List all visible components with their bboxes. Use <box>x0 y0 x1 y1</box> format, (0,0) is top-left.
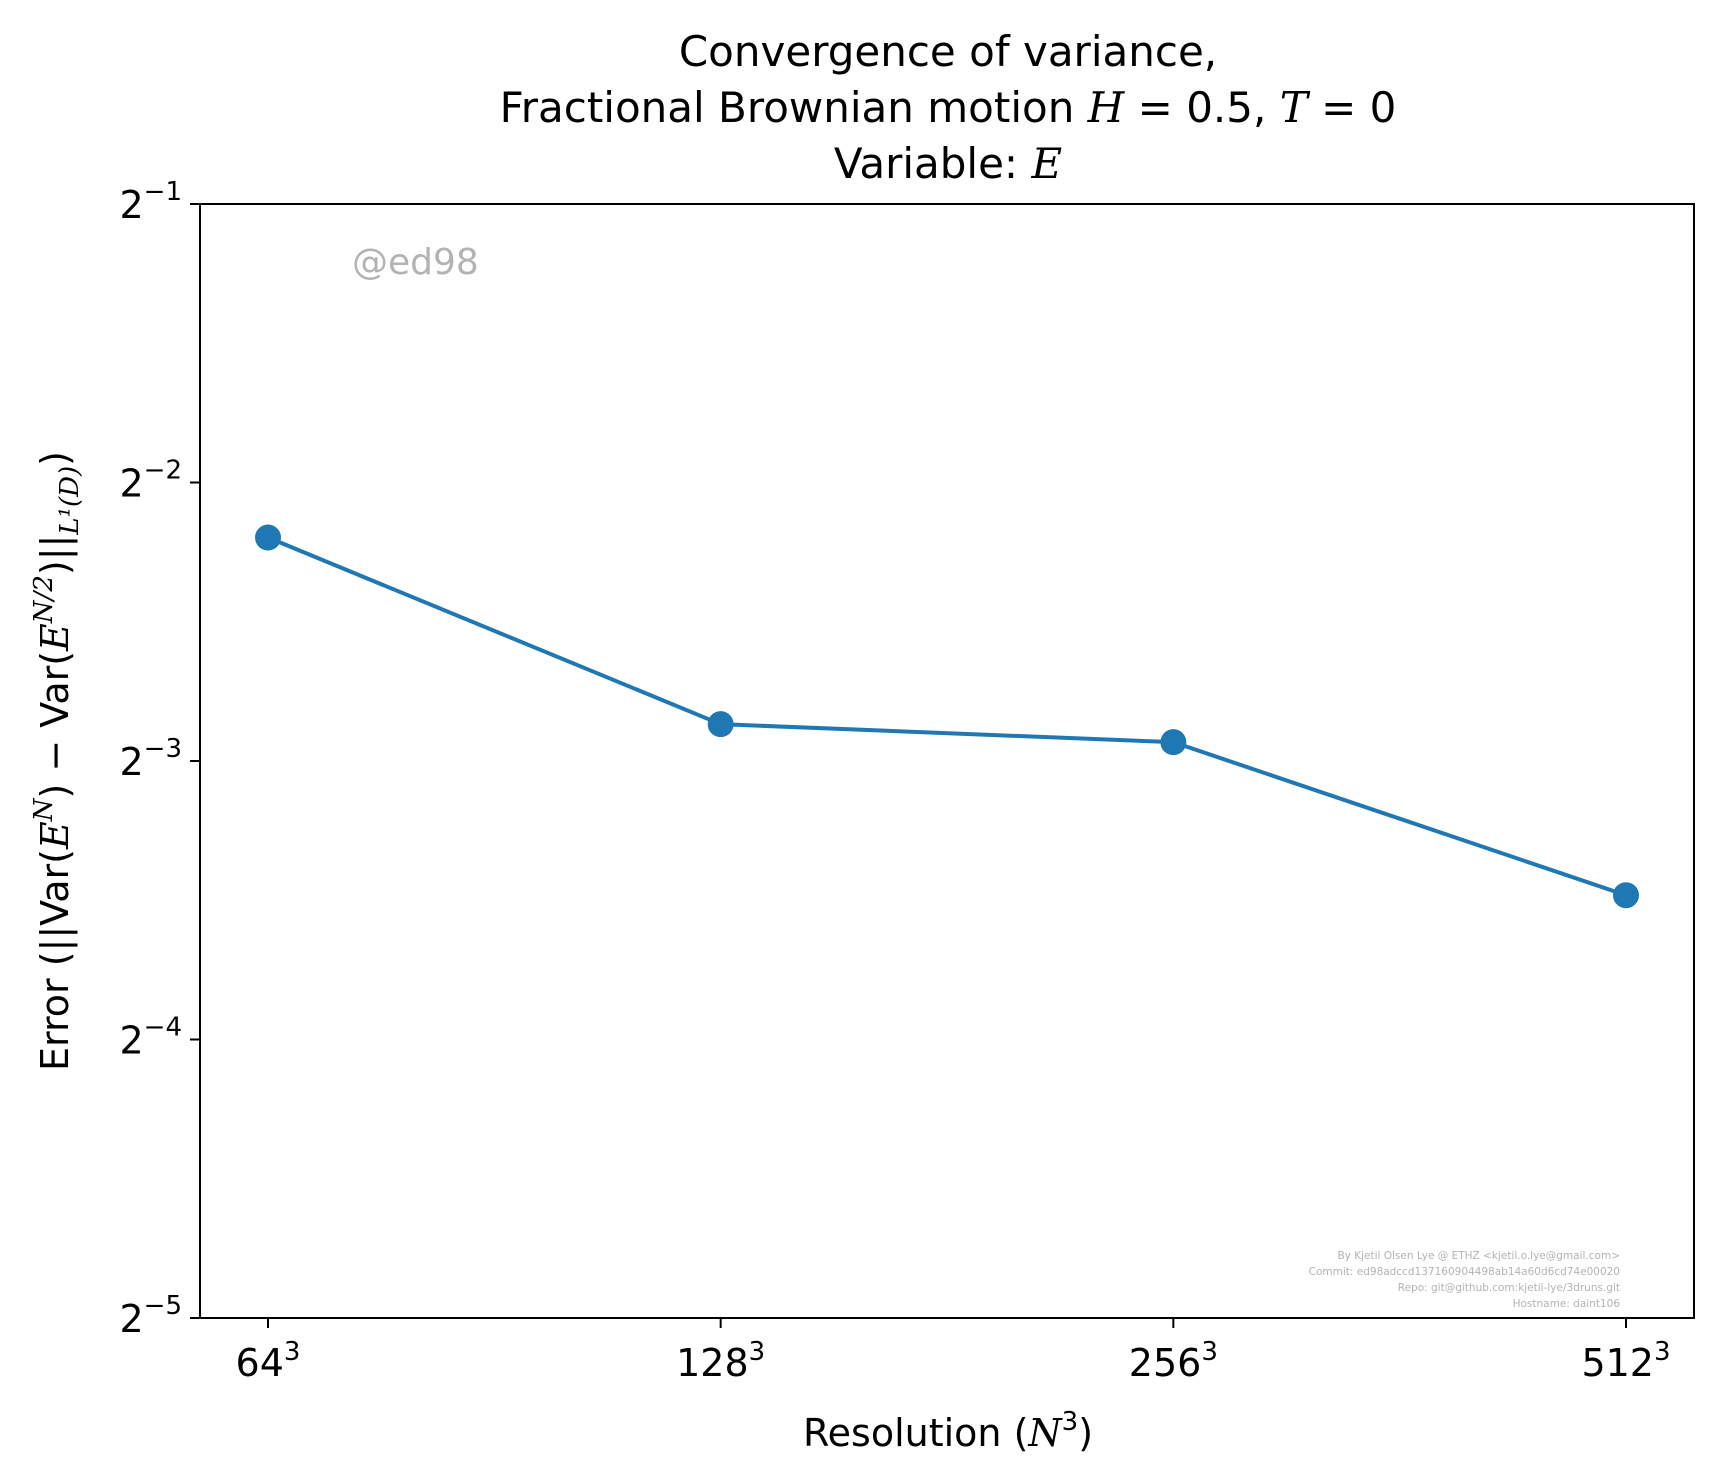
plot-area <box>199 203 1695 1319</box>
title-line-3: Variable: E <box>834 139 1062 188</box>
x-axis-label: Resolution (N3) <box>803 1407 1093 1455</box>
chart-title: Convergence of variance, Fractional Brow… <box>500 27 1397 188</box>
data-point <box>707 711 734 738</box>
y-tick-label: 2−1 <box>119 177 182 227</box>
credit-author: By Kjetil Olsen Lye @ ETHZ <kjetil.o.lye… <box>1337 1250 1620 1262</box>
series-line <box>267 535 1627 898</box>
title-line-2: Fractional Brownian motion H = 0.5, T = … <box>500 83 1397 132</box>
y-tick-label: 2−4 <box>119 1013 182 1063</box>
y-axis: 2−1 2−2 2−3 2−4 2−5 <box>119 177 200 1341</box>
y-axis-label: Error (||Var(EN) − Var(EN/2)||L¹(D)) <box>29 451 85 1071</box>
x-tick-label: 2563 <box>1129 1337 1218 1385</box>
y-tick-label: 2−3 <box>119 734 182 784</box>
x-tick-label: 643 <box>236 1337 301 1385</box>
data-point <box>255 524 281 551</box>
credits: By Kjetil Olsen Lye @ ETHZ <kjetil.o.lye… <box>1309 1250 1621 1310</box>
credit-hostname: Hostname: daint106 <box>1513 1298 1621 1310</box>
y-tick-label: 2−2 <box>119 456 182 506</box>
x-tick-label: 5123 <box>1581 1337 1670 1385</box>
data-point <box>1613 882 1639 909</box>
title-line-1: Convergence of variance, <box>679 27 1217 76</box>
y-tick-label: 2−5 <box>119 1291 182 1341</box>
x-axis: 643 1283 2563 5123 <box>236 1318 1671 1385</box>
data-point <box>1160 729 1187 756</box>
watermark: @ed98 <box>352 242 479 283</box>
x-tick-label: 1283 <box>676 1337 765 1385</box>
series-group <box>255 524 1639 909</box>
credit-repo: Repo: git@github.com:kjetil-lye/3druns.g… <box>1398 1282 1620 1294</box>
credit-commit: Commit: ed98adccd137160904498ab14a60d6cd… <box>1309 1266 1620 1278</box>
